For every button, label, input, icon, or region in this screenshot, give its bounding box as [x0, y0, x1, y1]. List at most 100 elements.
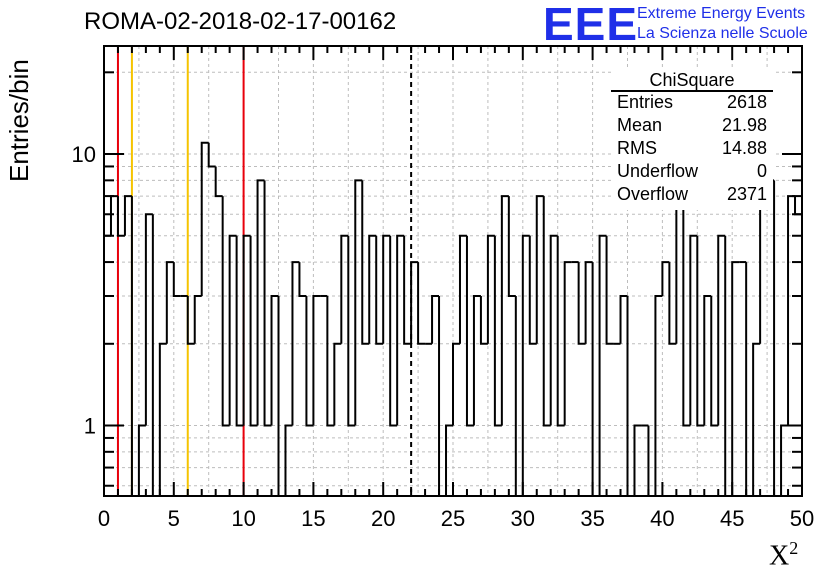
x-tick-label: 45: [720, 506, 744, 531]
logo-line2: La Scienza nelle Scuole: [637, 25, 808, 42]
histogram-bin: [249, 235, 258, 427]
histogram-bin: [333, 342, 342, 426]
stats-value: 0: [756, 161, 767, 181]
histogram-bin: [277, 295, 286, 497]
stats-value: 2371: [726, 184, 767, 204]
stats-divider: [611, 90, 773, 92]
histogram-bin: [703, 294, 712, 426]
histogram-bin: [410, 261, 419, 344]
histogram-bin: [256, 179, 265, 426]
x-tick-label: 50: [790, 506, 814, 531]
histogram-bin: [486, 234, 495, 344]
histogram-bin: [312, 294, 321, 426]
x-tick-label: 15: [301, 506, 325, 531]
x-tick-label: 5: [168, 506, 180, 531]
histogram-bin: [403, 235, 412, 345]
histogram-bin: [431, 294, 440, 344]
histogram-bin: [361, 180, 370, 345]
histogram-bin: [514, 295, 523, 497]
stats-value: 21.98: [721, 115, 767, 135]
histogram-bin: [103, 234, 111, 496]
histogram-bin: [787, 195, 796, 426]
histogram-bin: [291, 261, 300, 426]
histogram-bin: [549, 234, 558, 426]
histogram-bin: [347, 235, 356, 427]
histogram-bin: [584, 261, 593, 344]
histogram-bin: [186, 295, 195, 345]
histogram-bin: [340, 234, 349, 344]
histogram-bin: [633, 424, 642, 496]
histogram-bin: [144, 213, 153, 426]
x-tick-labels: 0 5 10 15 20 25 30 35 40 45 50: [98, 506, 814, 531]
stats-key: Overflow: [617, 184, 689, 204]
stats-row-overflow: Overflow 2371: [617, 184, 767, 206]
histogram-bin: [228, 234, 237, 426]
stats-key: Entries: [617, 92, 674, 112]
stats-key: Mean: [617, 115, 663, 135]
stats-row-underflow: Underflow 0: [617, 161, 767, 183]
y-tick-labels: 1 10: [72, 142, 96, 438]
histogram-bin: [500, 195, 509, 426]
stats-row-entries: Entries 2618: [617, 92, 767, 114]
histogram-bin: [445, 424, 453, 496]
histogram-bin: [654, 294, 663, 496]
histogram-bin: [165, 261, 174, 344]
histogram-bin: [752, 342, 761, 496]
histogram-bin: [724, 235, 733, 497]
histogram-bin: [354, 179, 363, 426]
histogram-bin: [116, 196, 125, 237]
x-tick-label: 35: [580, 506, 604, 531]
histogram-bin: [130, 196, 139, 497]
histogram-bin: [528, 235, 537, 345]
x-axis-label-superscript: 2: [789, 538, 799, 558]
x-tick-label: 10: [231, 506, 255, 531]
histogram-bin: [598, 234, 607, 496]
y-tick-label: 1: [84, 414, 96, 439]
histogram-bin: [535, 195, 544, 344]
histogram-bin: [619, 294, 628, 344]
x-tick-label: 20: [371, 506, 395, 531]
histogram-bin: [556, 235, 565, 427]
histogram-bin: [137, 424, 146, 496]
histogram-bin: [417, 262, 426, 345]
eee-logo: EEE Extreme Energy Events La Scienza nel…: [543, 0, 833, 50]
histogram-bin: [465, 235, 474, 427]
x-tick-label: 0: [98, 506, 110, 531]
histogram-bin: [493, 235, 502, 427]
histogram-bin: [591, 262, 600, 497]
histogram-bin: [717, 234, 726, 426]
histogram-bin: [710, 295, 719, 427]
histogram-bin: [284, 424, 293, 496]
histogram-bin: [472, 294, 481, 426]
stats-key: Underflow: [617, 161, 699, 181]
histogram-bin: [298, 262, 307, 297]
histogram-bin: [214, 166, 223, 198]
histogram-bin: [507, 196, 516, 297]
histogram-bin: [326, 295, 335, 427]
histogram-bin: [193, 294, 202, 344]
histogram-bin: [668, 262, 677, 345]
stats-title: ChiSquare: [649, 70, 735, 90]
x-tick-label: 30: [511, 506, 535, 531]
histogram-bin: [626, 295, 635, 497]
histogram-bin: [235, 235, 244, 427]
axis-ticks: [103, 46, 803, 496]
stats-box: ChiSquare Entries 2618 Mean 21.98 RMS 14…: [611, 68, 773, 210]
histogram-bin: [479, 295, 488, 345]
histogram-bin: [689, 234, 698, 426]
histogram-bin: [731, 261, 740, 496]
histogram-bin: [305, 295, 314, 427]
x-axis-label-text: X: [769, 540, 790, 572]
histogram-bin: [200, 141, 209, 296]
histogram-bin: [661, 261, 670, 296]
logo-mark: EEE: [543, 0, 639, 50]
histogram-bin: [696, 235, 705, 427]
histogram-bin: [396, 234, 405, 426]
histogram-bin: [158, 342, 167, 496]
histogram-bin: [438, 295, 447, 497]
stats-row-rms: RMS 14.88: [617, 138, 767, 160]
histogram-bin: [109, 195, 118, 236]
histogram-bin: [368, 234, 377, 344]
stats-row-mean: Mean 21.98: [617, 115, 767, 137]
histogram-bin: [172, 262, 181, 297]
